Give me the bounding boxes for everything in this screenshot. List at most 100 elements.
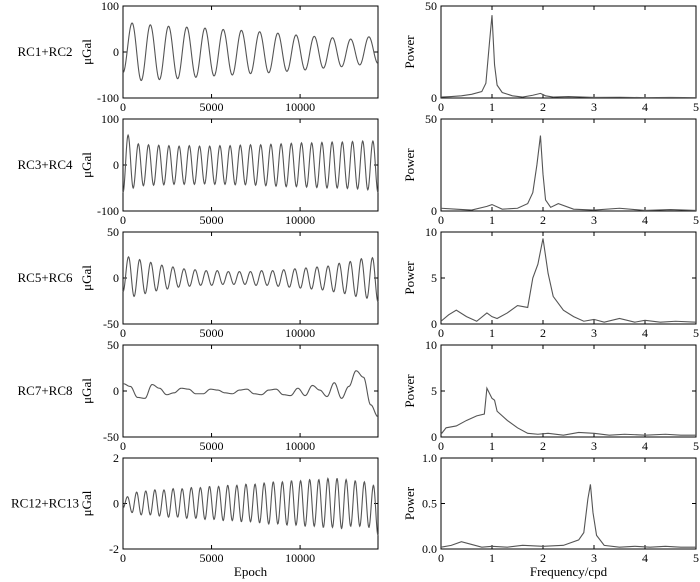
y-axis-label: μGal — [79, 152, 94, 178]
x-tick-label: 0 — [120, 439, 126, 453]
x-tick-label: 2 — [540, 326, 546, 340]
y-tick-label: 50 — [107, 338, 119, 352]
y-axis-label: μGal — [79, 265, 94, 291]
x-tick-label: 2 — [540, 439, 546, 453]
x-tick-label: 3 — [591, 439, 597, 453]
component-label: RC12+RC13 — [11, 496, 79, 511]
x-tick-label: 4 — [642, 551, 648, 565]
y-tick-label: 50 — [107, 225, 119, 239]
x-tick-label: 4 — [642, 100, 648, 114]
x-tick-label: 2 — [540, 100, 546, 114]
x-tick-label: 10000 — [285, 213, 315, 227]
power-spectrum-line — [440, 135, 697, 212]
plot-frame — [440, 344, 697, 438]
y-tick-label: 0 — [431, 317, 437, 331]
spectrum-panel-4: 0 1 2 3 4 5 0 5 10 Power — [402, 338, 699, 453]
x-tick-label: 1 — [489, 326, 495, 340]
x-tick-label: 3 — [591, 551, 597, 565]
time-series-line — [122, 133, 379, 193]
y-tick-label: 0.5 — [422, 497, 437, 511]
power-spectrum-line — [440, 484, 696, 548]
x-tick-label: 4 — [642, 213, 648, 227]
y-tick-label: 10 — [425, 225, 437, 239]
x-tick-label: 5 — [693, 326, 699, 340]
plot-frame — [440, 118, 697, 212]
y-tick-label: 0 — [113, 271, 119, 285]
x-tick-label: 5000 — [200, 326, 224, 340]
y-tick-label: 0.0 — [422, 542, 437, 556]
component-label: RC1+RC2 — [17, 44, 72, 59]
time-series-line — [122, 370, 379, 418]
time-series-line — [122, 255, 379, 303]
y-tick-label: -2 — [109, 542, 119, 556]
x-tick-label: 5000 — [200, 213, 224, 227]
y-axis-label: μGal — [79, 39, 94, 65]
y-tick-label: 0 — [431, 204, 437, 218]
y-tick-label: 0 — [431, 91, 437, 105]
y-axis-label: μGal — [79, 378, 94, 404]
x-tick-label: 3 — [591, 326, 597, 340]
x-tick-label: 2 — [540, 213, 546, 227]
y-axis-label: Power — [402, 35, 417, 69]
x-tick-label: 10000 — [285, 326, 315, 340]
y-axis-label: Power — [402, 261, 417, 295]
x-tick-label: 5 — [693, 439, 699, 453]
x-tick-label: 0 — [120, 551, 126, 565]
x-tick-label: 0 — [120, 213, 126, 227]
x-tick-label: 1 — [489, 439, 495, 453]
component-label: RC3+RC4 — [17, 157, 73, 172]
x-tick-label: 0 — [438, 326, 444, 340]
x-axis-label: Frequency/cpd — [530, 564, 608, 579]
x-tick-label: 5 — [693, 100, 699, 114]
x-tick-label: 3 — [591, 100, 597, 114]
x-tick-label: 10000 — [285, 551, 315, 565]
y-tick-label: 100 — [101, 0, 119, 13]
y-tick-label: 5 — [431, 384, 437, 398]
power-spectrum-line — [440, 15, 697, 99]
x-tick-label: 5000 — [200, 100, 224, 114]
y-tick-label: -100 — [97, 204, 119, 218]
power-spectrum-line — [440, 238, 697, 323]
x-tick-label: 0 — [438, 213, 444, 227]
x-tick-label: 1 — [489, 551, 495, 565]
x-tick-label: 0 — [438, 551, 444, 565]
plot-frame — [122, 231, 379, 325]
y-tick-label: 0 — [431, 430, 437, 444]
y-tick-label: 5 — [431, 271, 437, 285]
y-axis-label: μGal — [79, 490, 94, 516]
y-axis-label: Power — [402, 374, 417, 408]
y-tick-label: 10 — [425, 338, 437, 352]
x-tick-label: 0 — [438, 439, 444, 453]
plot-frame — [440, 5, 697, 99]
y-axis-label: Power — [402, 486, 417, 520]
y-tick-label: -50 — [103, 317, 119, 331]
x-tick-label: 5000 — [200, 551, 224, 565]
y-tick-label: -50 — [103, 430, 119, 444]
x-tick-label: 1 — [489, 100, 495, 114]
y-tick-label: 1.0 — [422, 451, 437, 465]
y-tick-label: 0 — [113, 45, 119, 59]
x-axis-label: Epoch — [234, 564, 268, 579]
x-tick-label: 5 — [693, 551, 699, 565]
x-tick-label: 10000 — [285, 439, 315, 453]
time-series-line — [122, 477, 379, 536]
x-tick-label: 3 — [591, 213, 597, 227]
y-tick-label: -100 — [97, 91, 119, 105]
y-tick-label: 100 — [101, 112, 119, 126]
y-tick-label: 0 — [113, 497, 119, 511]
plot-frame — [122, 5, 379, 99]
plot-frame — [440, 231, 697, 325]
x-tick-label: 0 — [120, 326, 126, 340]
component-label: RC7+RC8 — [17, 383, 72, 398]
x-tick-label: 5000 — [200, 439, 224, 453]
x-tick-label: 1 — [489, 213, 495, 227]
y-tick-label: 2 — [113, 451, 119, 465]
